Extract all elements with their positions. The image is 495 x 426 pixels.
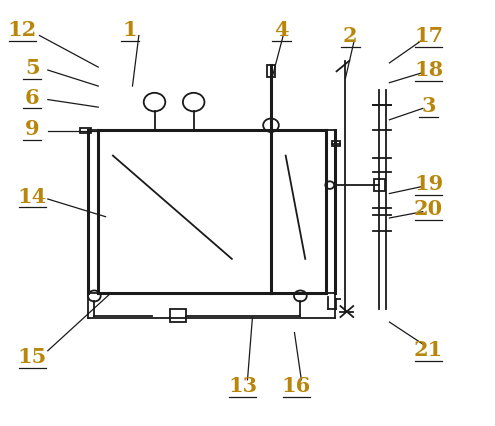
Bar <box>374 180 385 192</box>
Text: 6: 6 <box>25 87 40 107</box>
Text: 19: 19 <box>414 173 443 193</box>
Text: 1: 1 <box>123 20 137 40</box>
Bar <box>267 66 275 78</box>
Text: 2: 2 <box>343 26 357 46</box>
Bar <box>170 309 186 323</box>
Text: 5: 5 <box>25 58 40 78</box>
Text: 9: 9 <box>25 119 40 139</box>
Text: 12: 12 <box>8 20 37 40</box>
Text: 16: 16 <box>282 375 311 395</box>
Text: 13: 13 <box>228 375 257 395</box>
Text: 3: 3 <box>421 96 436 116</box>
Bar <box>80 129 91 133</box>
Text: 14: 14 <box>17 186 47 206</box>
Text: 18: 18 <box>414 60 443 80</box>
Text: 17: 17 <box>414 26 443 46</box>
Text: 21: 21 <box>414 340 443 360</box>
Text: 4: 4 <box>274 20 289 40</box>
Text: 20: 20 <box>414 199 443 219</box>
Bar <box>332 142 340 147</box>
Text: 15: 15 <box>17 346 47 366</box>
